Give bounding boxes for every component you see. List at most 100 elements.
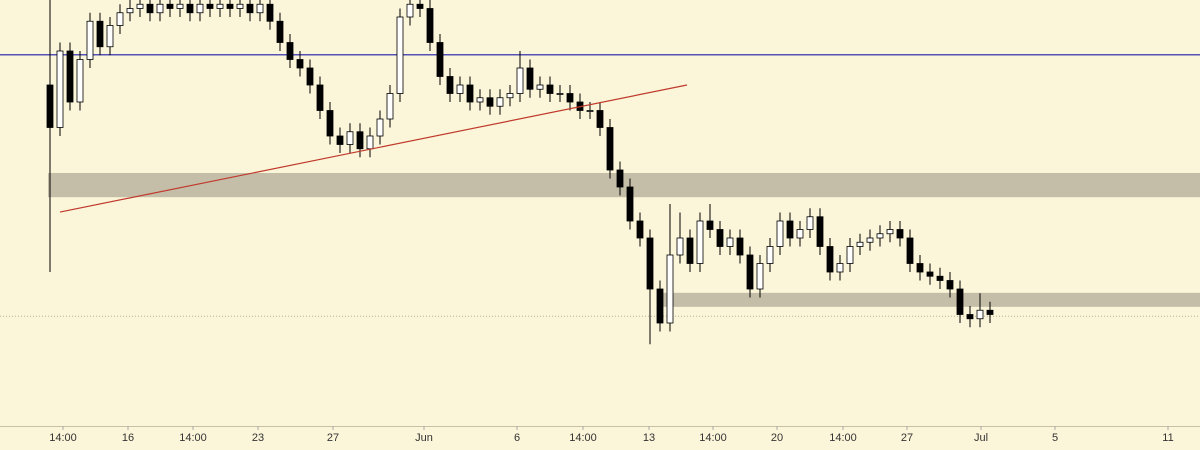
x-tick-label: 27 [901,432,913,444]
x-tick-label: 14:00 [699,432,727,444]
x-tick-label: 14:00 [829,432,857,444]
candle-body [376,118,384,137]
candle-body [696,220,704,264]
candle-body [906,237,914,264]
candle-body [426,8,434,43]
candle-body [46,84,54,128]
candle-body [716,229,724,247]
candle-body [446,76,454,94]
candle-body [76,59,84,103]
candle-body [156,3,164,14]
x-tick-label: 27 [327,432,339,444]
x-tick-label: 14:00 [569,432,597,444]
candle-body [966,314,974,320]
x-tick-label: 13 [643,432,655,444]
candle-body [646,237,654,290]
candle-body [386,93,394,120]
candle-body [746,254,754,290]
candle-body [916,263,924,273]
candle-body [536,84,544,90]
candle-body [566,93,574,103]
candle-body [216,3,224,9]
candle-body [106,25,114,48]
candle-body [96,20,104,48]
candle-body [286,42,294,60]
candle-body [366,135,374,150]
candle-body [346,131,354,145]
candle-body [936,275,944,281]
candle-body [616,169,624,188]
candle-body [56,50,64,128]
candle-body [466,84,474,103]
candle-body [326,110,334,137]
candle-body [176,3,184,9]
candle-body [636,220,644,239]
candle-body [516,67,524,94]
x-tick-label: 23 [252,432,264,444]
candle-body [796,229,804,239]
candle-body [706,220,714,230]
candle-body [606,127,614,171]
candle-body [876,233,884,239]
candle-body [656,288,664,324]
candle-body [976,309,984,320]
candle-body [776,220,784,247]
candle-body [726,237,734,247]
candle-body [266,3,274,22]
candle-body [236,3,244,9]
candle-body [846,246,854,264]
candle-body [276,20,284,43]
candle-body [356,131,364,150]
candle-body [956,288,964,315]
x-tick-label: 11 [1162,432,1173,444]
candle-body [866,237,874,243]
candle-body [336,135,344,145]
candle-body [826,246,834,273]
candle-body [316,84,324,111]
x-tick-label: 20 [771,432,783,444]
candle-body [166,3,174,9]
candle-body [206,3,214,9]
candle-body [396,16,404,94]
candle-body [626,186,634,222]
candle-body [586,110,594,112]
candle-body [836,263,844,273]
x-tick-label: Jun [415,432,433,444]
candle-body [126,8,134,14]
zone [660,292,1200,307]
candle-body [816,216,824,247]
candle-body [476,97,484,103]
candle-body [306,67,314,86]
candle-body [296,59,304,69]
candle-body [86,20,94,60]
candle-body [246,3,254,14]
candle-body [416,3,424,9]
candle-body [136,3,144,9]
x-tick-label: Jul [974,432,988,444]
candle-body [436,42,444,77]
candle-body [766,246,774,264]
candle-body [486,97,494,107]
x-tick-label: 14:00 [49,432,77,444]
candle-body [186,3,194,14]
x-tick-label: 16 [122,432,134,444]
candle-body [756,263,764,290]
candle-body [506,93,514,99]
candle-body [146,3,154,14]
candle-body [986,309,994,315]
candle-body [736,237,744,256]
candle-body [926,271,934,277]
candle-body [226,3,234,9]
candle-body [496,97,504,107]
candle-body [666,254,674,324]
x-tick-label: 6 [514,432,520,444]
candle-body [456,84,464,94]
candle-body [676,237,684,256]
candle-body [596,110,604,128]
candle-body [806,216,814,230]
candle-body [256,3,264,14]
candle-body [116,12,124,26]
